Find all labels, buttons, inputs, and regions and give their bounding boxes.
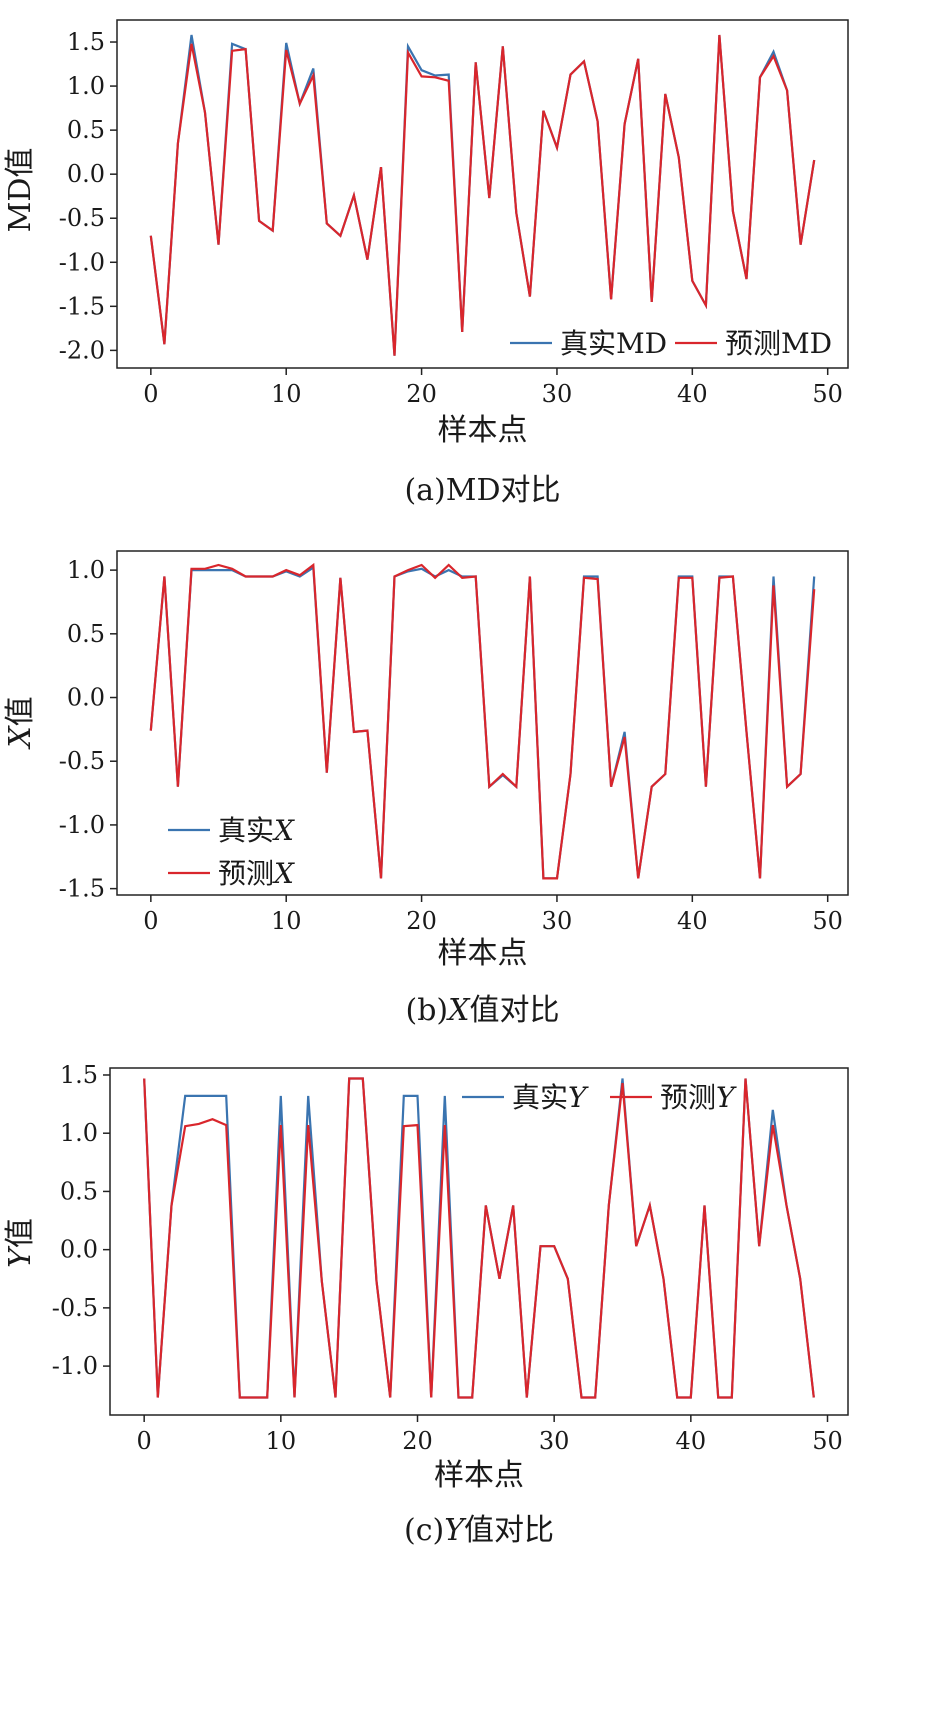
legend-label: 预测MD [725,327,832,360]
x-tick-label: 20 [402,1427,433,1455]
y-tick-label: -1.5 [59,292,105,320]
y-tick-label: 0.5 [67,620,105,648]
x-tick-label: 30 [542,380,573,408]
x-axis-label-md: 样本点 [438,413,528,448]
panel-x: 0 10 20 30 40 501.00.50.0-0.5-1.0-1.5 X值 样本点 … [3,550,849,1028]
y-tick-label: 0.5 [67,116,105,144]
y-tick-label: 1.0 [67,72,105,100]
y-tick-label: -2.0 [59,336,105,364]
x-axis-label-y: 样本点 [434,1458,524,1493]
series-line-y-true [143,1077,815,1399]
x-tick-label: 50 [812,907,843,935]
panel-md: 0 10 20 30 40 501.51.00.50.0-0.5-1.0-1.5-2.0 … [3,19,849,508]
axis-ticks-x: 0 10 20 30 40 50 1.0 0.5 0.0 -0.5 -1.0 -1.5 [59,556,843,935]
series-line-x-pred [149,562,816,880]
x-tick-label: 50 [812,380,843,408]
y-tick-label: -0.5 [59,204,105,232]
plot-frame-md [116,19,849,369]
y-tick-label: 1.5 [67,28,105,56]
y-tick-label: -0.5 [59,747,105,775]
legend-x: 真实X 预测X [168,814,295,890]
y-tick-label: -1.0 [52,1352,98,1380]
caption-y: (c)Y值对比 [404,1513,554,1548]
x-axis-label-x: 样本点 [438,936,528,971]
axis-ticks-md: 0 10 20 30 40 50 1.5 1.0 0.5 0.0 -0.5 -1.0 -1.5 -2.0 [59,28,843,408]
panel-y: 0 10 20 30 40 50 1.5 1.0 0.5 0.0 -0.5 -1.0 Y值 样本点 (… [3,1061,849,1548]
series-line-md-true [149,34,816,356]
series-line-md-pred [149,34,816,356]
y-tick-label: 0.0 [60,1236,98,1264]
y-tick-label: 0.5 [60,1177,98,1205]
x-tick-label: 0 [137,1427,152,1455]
axis-ticks-y: 0 10 20 30 40 50 1.5 1.0 0.5 0.0 -0.5 -1.0 [52,1061,843,1455]
x-tick-label: 10 [271,380,302,408]
legend-label: 预测X [218,857,295,890]
x-tick-label: 50 [812,1427,843,1455]
plot-frame-x [116,550,849,896]
series-line-y-pred [143,1077,815,1399]
series-md [149,34,816,356]
y-axis-label-y: Y值 [3,1218,38,1268]
x-tick-label: 0 [143,380,158,408]
x-tick-label: 10 [271,907,302,935]
x-tick-label: 40 [677,380,708,408]
y-tick-label: 1.0 [60,1119,98,1147]
legend-label: 真实MD [560,327,667,360]
x-tick-label: 40 [676,1427,707,1455]
y-tick-label: -0.5 [52,1294,98,1322]
x-tick-label: 20 [406,907,437,935]
caption-md: (a)MD对比 [404,473,560,508]
series-y [143,1077,815,1399]
y-tick-label: 0.0 [67,684,105,712]
legend-y: 真实Y 预测Y [462,1081,737,1114]
plot-frame-y [109,1067,849,1416]
legend-md: 真实MD 预测MD [510,327,832,360]
y-axis-label-x: X值 [3,696,38,749]
y-tick-label: -1.0 [59,248,105,276]
y-tick-label: 1.5 [60,1061,98,1089]
x-tick-label: 10 [266,1427,297,1455]
x-tick-label: 0 [143,907,158,935]
y-axis-label-md: MD值 [3,148,38,233]
legend-label: 真实X [218,814,295,847]
y-tick-label: 0.0 [67,160,105,188]
caption-x: (b)X值对比 [406,993,560,1028]
x-tick-label: 40 [677,907,708,935]
series-x [149,562,816,880]
x-tick-label: 30 [542,907,573,935]
x-tick-label: 20 [406,380,437,408]
y-tick-label: -1.0 [59,811,105,839]
y-tick-label: 1.0 [67,556,105,584]
x-tick-label: 30 [539,1427,570,1455]
legend-label: 真实Y [512,1081,589,1114]
legend-label: 预测Y [660,1081,737,1114]
y-tick-label: -1.5 [59,875,105,903]
